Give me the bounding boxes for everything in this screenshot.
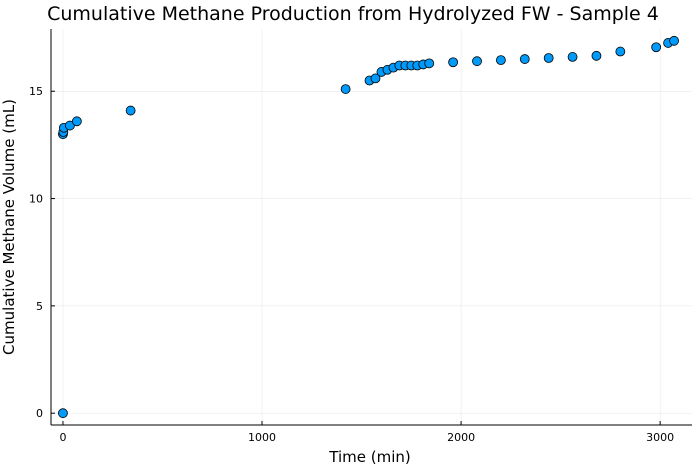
data-point	[495, 55, 506, 66]
data-points	[58, 35, 679, 419]
grid	[51, 29, 692, 425]
x-tick-label: 1000	[248, 431, 276, 444]
chart-title: Cumulative Methane Production from Hydro…	[47, 3, 659, 25]
x-tick-label: 3000	[646, 431, 674, 444]
data-point	[615, 46, 626, 57]
data-point	[340, 84, 351, 94]
data-point	[519, 54, 530, 64]
data-point	[651, 42, 662, 53]
data-point	[424, 58, 435, 69]
ticks: 0 1000 2000 3000 0 5 10 15	[29, 85, 674, 444]
data-point	[669, 35, 679, 46]
y-tick-label: 0	[36, 407, 43, 420]
data-point	[567, 52, 578, 62]
y-tick-label: 15	[29, 85, 43, 98]
data-point	[370, 73, 381, 84]
data-point	[71, 116, 82, 127]
data-point	[591, 50, 602, 61]
y-tick-label: 5	[36, 300, 43, 313]
x-axis-label: Time (min)	[328, 448, 410, 466]
data-point	[448, 57, 459, 68]
x-tick-label: 2000	[447, 431, 475, 444]
x-tick-label: 0	[59, 431, 66, 444]
data-point	[58, 408, 68, 419]
axes	[50, 29, 692, 426]
data-point	[65, 120, 75, 131]
data-point	[125, 105, 136, 116]
data-point	[543, 53, 554, 63]
y-axis-label: Cumulative Methane Volume (mL)	[0, 99, 18, 355]
y-tick-label: 10	[29, 193, 43, 206]
data-point	[472, 56, 482, 67]
